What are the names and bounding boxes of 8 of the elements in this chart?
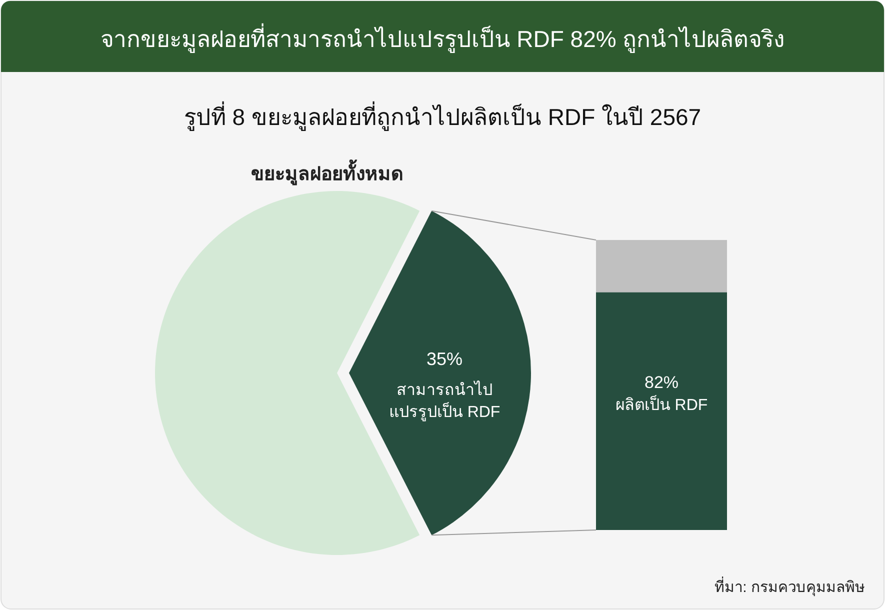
- text: ขยะมูลฝอยทั้งหมด: [251, 159, 403, 186]
- data-label: 35%: [426, 349, 463, 369]
- series-label: ผลิตเป็น RDF: [615, 394, 708, 414]
- text: ที่มา: กรมควบคุมมลพิษ: [714, 576, 865, 597]
- chart-title: จากขยะมูลฝอยที่สามารถนำไปแปรรูปเป็น RDF 82% ถูกนำไปผลิตจริง: [100, 23, 785, 53]
- data-label: 82%: [644, 373, 679, 392]
- slice-label: สามารถนำไปแปรรูปเป็น RDF: [388, 380, 500, 422]
- chart-subtitle: รูปที่ 8 ขยะมูลฝอยที่ถูกนำไปผลิตเป็น RDF ในปี 2567: [184, 101, 702, 131]
